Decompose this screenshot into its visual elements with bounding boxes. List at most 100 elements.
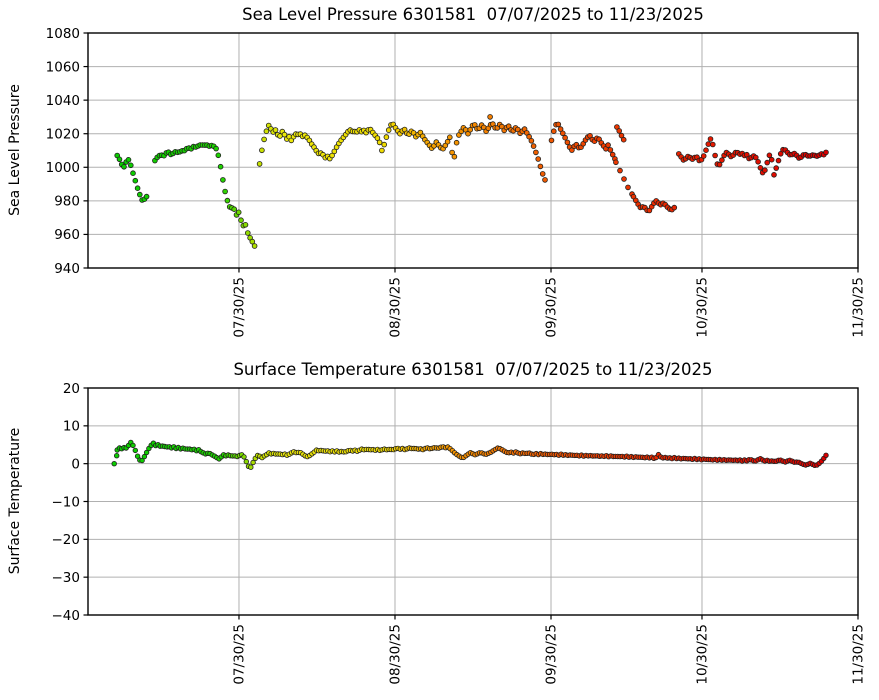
- y-tick-label: 1040: [46, 93, 80, 109]
- data-point: [530, 143, 537, 149]
- data-point: [261, 136, 267, 143]
- data-point: [217, 163, 224, 170]
- data-point: [559, 130, 566, 137]
- y-tick-label: 1020: [46, 127, 80, 143]
- temperature-grid: [88, 387, 859, 616]
- data-point: [125, 157, 132, 163]
- y-tick-label: 0: [71, 456, 80, 472]
- data-point: [256, 161, 263, 167]
- x-tick-label: 08/30/25: [387, 624, 403, 685]
- data-point: [703, 147, 709, 154]
- data-point: [528, 138, 535, 144]
- data-point: [139, 457, 145, 464]
- y-tick-label: 1080: [46, 26, 80, 42]
- data-point: [775, 157, 782, 164]
- data-point: [134, 185, 141, 192]
- data-point: [242, 222, 249, 228]
- data-point: [224, 197, 231, 204]
- data-point: [111, 461, 117, 467]
- y-tick-label: 1000: [46, 160, 80, 176]
- data-point: [550, 128, 557, 135]
- data-point: [542, 177, 548, 183]
- data-point: [272, 127, 279, 133]
- data-point: [263, 128, 270, 135]
- x-tick-label: 11/30/25: [851, 277, 867, 338]
- data-point: [620, 136, 627, 143]
- data-point: [712, 152, 718, 159]
- data-point: [141, 453, 148, 460]
- pressure-chart-title: Sea Level Pressure 6301581 07/07/2025 to…: [242, 5, 704, 24]
- data-point: [132, 177, 139, 184]
- y-tick-label: 10: [63, 419, 80, 435]
- data-point: [671, 204, 678, 211]
- data-point: [533, 149, 539, 156]
- data-point: [251, 243, 258, 249]
- pressure-y-axis-label: Sea Level Pressure: [7, 84, 23, 216]
- y-tick-label: 960: [54, 227, 80, 243]
- data-point: [143, 449, 150, 456]
- y-tick-label: −40: [52, 608, 81, 624]
- data-point: [539, 171, 546, 177]
- data-point: [773, 165, 779, 171]
- x-tick-label: 07/30/25: [231, 624, 247, 685]
- data-point: [241, 454, 247, 460]
- data-point: [130, 442, 136, 449]
- data-point: [451, 153, 458, 160]
- data-point: [707, 136, 714, 142]
- data-point: [113, 453, 120, 459]
- pressure-grid: [88, 32, 859, 269]
- data-point: [143, 193, 150, 200]
- data-point: [331, 148, 338, 155]
- data-point: [771, 172, 777, 178]
- data-point: [607, 147, 614, 153]
- x-tick-label: 08/30/25: [387, 277, 403, 338]
- y-tick-label: −10: [52, 494, 81, 510]
- data-point: [259, 147, 265, 154]
- data-point: [449, 149, 455, 156]
- data-point: [705, 141, 712, 147]
- temperature-ticks: 20 10 0 −10 −20 −30 −40 07/30/25 08/30/25 09/30/2…: [52, 381, 867, 685]
- data-point: [555, 121, 562, 128]
- data-point: [222, 188, 228, 195]
- pressure-plot: 1080 1060 1040 1020 1000 980 960 940 07/30/25 08/…: [46, 26, 867, 338]
- pressure-series: [114, 114, 829, 249]
- data-point: [487, 114, 493, 120]
- data-point: [700, 153, 707, 159]
- data-point: [220, 177, 226, 183]
- data-point: [719, 157, 725, 163]
- data-point: [716, 161, 723, 168]
- data-point: [467, 127, 474, 133]
- data-point: [385, 127, 392, 133]
- data-point: [238, 217, 244, 224]
- data-point: [376, 139, 383, 146]
- data-point: [762, 167, 768, 174]
- data-point: [213, 145, 219, 152]
- data-point: [128, 162, 134, 169]
- data-point: [777, 151, 784, 157]
- data-point: [613, 159, 619, 166]
- data-point: [116, 156, 123, 163]
- data-point: [444, 138, 451, 145]
- x-tick-label: 09/30/25: [544, 624, 560, 685]
- y-tick-label: −20: [52, 532, 81, 548]
- data-point: [374, 135, 381, 141]
- y-tick-label: −30: [52, 570, 81, 586]
- data-point: [130, 170, 136, 177]
- data-point: [766, 152, 773, 159]
- data-point: [562, 134, 568, 141]
- data-point: [621, 176, 627, 182]
- temperature-plot: 20 10 0 −10 −20 −30 −40 07/30/25 08/30/25 09/30/2…: [52, 381, 867, 685]
- data-point: [548, 137, 555, 144]
- data-point: [383, 134, 390, 140]
- data-point: [137, 191, 143, 198]
- y-tick-label: 20: [63, 381, 80, 397]
- x-tick-label: 07/30/25: [231, 277, 247, 338]
- data-point: [446, 134, 453, 141]
- data-point: [248, 464, 254, 470]
- y-tick-label: 980: [54, 194, 80, 210]
- data-point: [616, 128, 622, 134]
- data-point: [709, 141, 716, 148]
- data-point: [381, 141, 388, 148]
- x-tick-label: 10/30/25: [694, 277, 710, 338]
- data-point: [281, 131, 288, 138]
